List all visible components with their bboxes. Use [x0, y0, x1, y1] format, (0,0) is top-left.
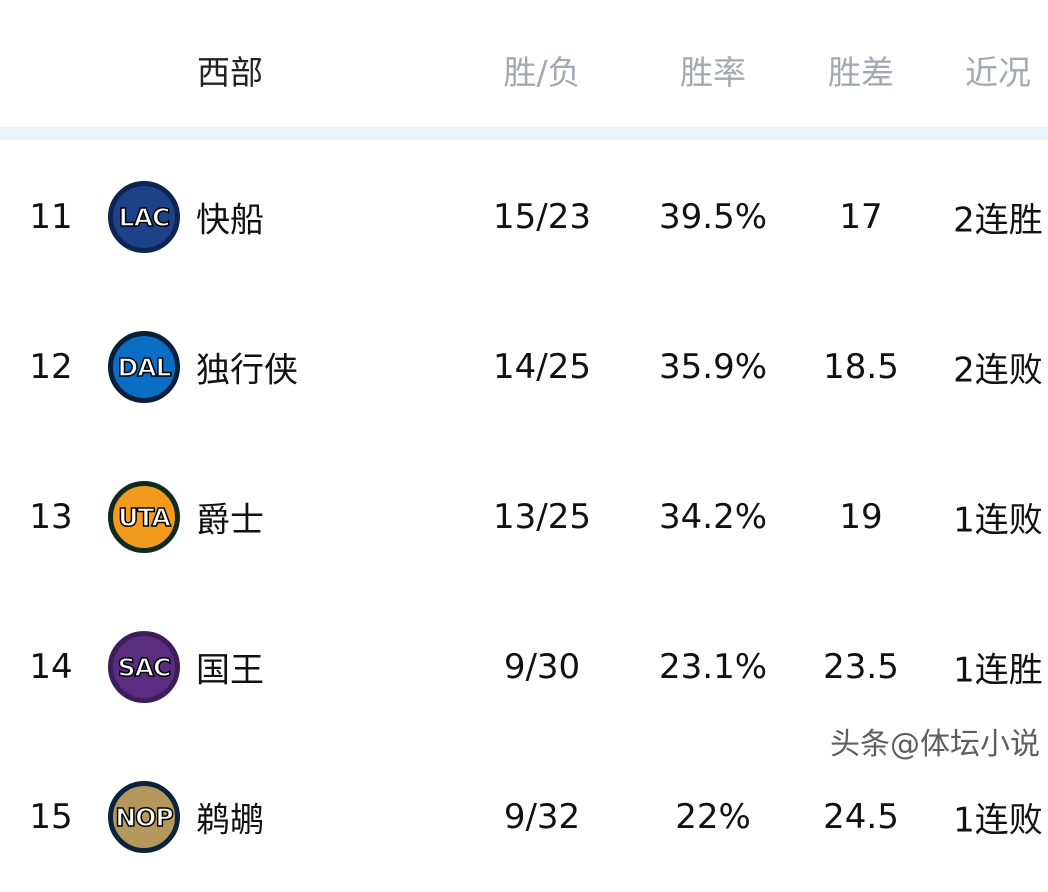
- win-loss: 13/25: [493, 497, 591, 537]
- streak: 1连胜: [953, 650, 1043, 691]
- team-logo-icon: LAC: [108, 181, 180, 253]
- team-name[interactable]: 国王: [196, 650, 264, 691]
- win-loss: 14/25: [493, 347, 591, 387]
- col-pct[interactable]: 胜率: [680, 53, 746, 92]
- col-streak[interactable]: 近况: [965, 53, 1031, 92]
- team-abbr: DAL: [117, 352, 173, 383]
- col-wl[interactable]: 胜/负: [503, 53, 581, 92]
- streak: 2连胜: [953, 200, 1043, 241]
- table-row[interactable]: 13 UTA 爵士 13/25 34.2% 19 1连败: [0, 442, 1048, 592]
- rank: 15: [29, 797, 73, 837]
- rank: 12: [29, 347, 73, 387]
- rank: 11: [29, 197, 73, 237]
- win-pct: 39.5%: [658, 197, 768, 237]
- win-pct: 23.1%: [658, 647, 768, 687]
- watermark: 头条@体坛小说: [830, 727, 1040, 762]
- games-behind: 24.5: [823, 797, 899, 837]
- team-logo-icon: SAC: [108, 631, 180, 703]
- streak: 2连败: [953, 350, 1043, 391]
- team-abbr: LAC: [118, 202, 171, 233]
- col-gb[interactable]: 胜差: [828, 53, 894, 92]
- win-pct: 35.9%: [658, 347, 768, 387]
- team-abbr: UTA: [117, 502, 171, 533]
- games-behind: 19: [839, 497, 883, 537]
- team-logo-icon: UTA: [108, 481, 180, 553]
- table-header: 西部 胜/负 胜率 胜差 近况: [0, 0, 1048, 127]
- streak: 1连败: [953, 800, 1043, 841]
- header-divider: [0, 127, 1048, 140]
- team-name[interactable]: 爵士: [196, 500, 264, 541]
- team-abbr: NOP: [115, 802, 175, 833]
- games-behind: 23.5: [823, 647, 899, 687]
- win-loss: 9/32: [503, 797, 581, 837]
- games-behind: 18.5: [823, 347, 899, 387]
- table-row[interactable]: 15 NOP 鹈鹕 9/32 22% 24.5 1连败: [0, 742, 1048, 892]
- win-loss: 9/30: [503, 647, 581, 687]
- team-name[interactable]: 快船: [196, 200, 264, 241]
- win-pct: 34.2%: [658, 497, 768, 537]
- team-name[interactable]: 独行侠: [196, 350, 298, 391]
- win-pct: 22%: [675, 797, 751, 837]
- rank: 13: [29, 497, 73, 537]
- rank: 14: [29, 647, 73, 687]
- team-logo-icon: NOP: [108, 781, 180, 853]
- table-row[interactable]: 14 SAC 国王 9/30 23.1% 23.5 1连胜: [0, 592, 1048, 742]
- table-row[interactable]: 11 LAC 快船 15/23 39.5% 17 2连胜: [0, 142, 1048, 292]
- team-logo-icon: DAL: [108, 331, 180, 403]
- streak: 1连败: [953, 500, 1043, 541]
- table-row[interactable]: 12 DAL 独行侠 14/25 35.9% 18.5 2连败: [0, 292, 1048, 442]
- games-behind: 17: [839, 197, 883, 237]
- win-loss: 15/23: [493, 197, 591, 237]
- team-name[interactable]: 鹈鹕: [196, 800, 264, 841]
- conference-label: 西部: [197, 53, 263, 92]
- team-abbr: SAC: [117, 652, 172, 683]
